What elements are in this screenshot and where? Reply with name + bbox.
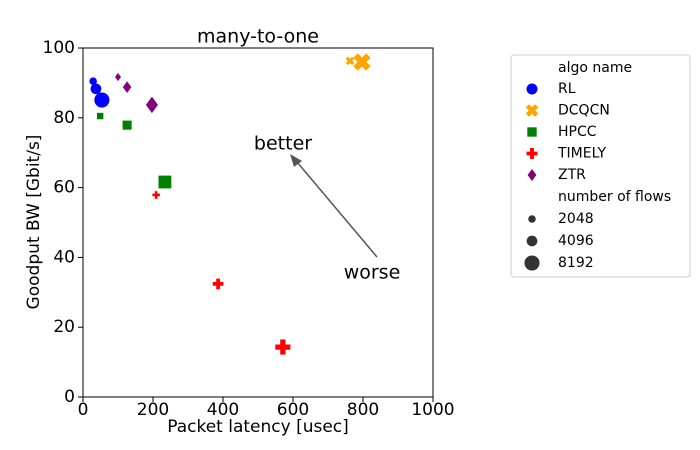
x-tick-label: 0 xyxy=(78,400,89,420)
point xyxy=(145,96,158,114)
annotation-arrow xyxy=(296,161,378,258)
legend-label: RL xyxy=(558,81,576,97)
legend-title: number of flows xyxy=(558,189,671,205)
point xyxy=(114,72,122,82)
legend-size-marker xyxy=(526,235,538,247)
point xyxy=(96,112,104,120)
legend-label: TIMELY xyxy=(557,146,607,162)
legend-title: algo name xyxy=(558,60,632,76)
y-tick-label: 100 xyxy=(43,38,75,58)
x-tick-label: 400 xyxy=(207,400,239,420)
annotation: better xyxy=(254,133,312,155)
y-tick-label: 60 xyxy=(53,178,75,198)
legend-marker xyxy=(525,104,539,117)
y-tick-label: 0 xyxy=(64,387,75,407)
point xyxy=(345,56,355,66)
point xyxy=(353,53,371,71)
chart-title: many-to-one xyxy=(197,26,319,48)
legend-marker xyxy=(527,127,537,137)
y-tick-label: 40 xyxy=(53,247,75,267)
annotation: worse xyxy=(344,262,401,284)
x-tick-label: 1000 xyxy=(411,400,454,420)
arrow-head xyxy=(290,154,302,167)
point xyxy=(152,191,160,199)
legend-label: DCQCN xyxy=(558,103,610,119)
legend-label: ZTR xyxy=(558,167,586,183)
legend-label: 8192 xyxy=(558,255,594,271)
plot-frame xyxy=(82,47,434,398)
x-tick-label: 200 xyxy=(137,400,169,420)
legend-size-marker xyxy=(528,215,536,223)
point xyxy=(122,120,132,130)
y-tick-label: 20 xyxy=(53,317,75,337)
point xyxy=(94,92,110,108)
y-tick-label: 80 xyxy=(53,108,75,128)
legend-marker xyxy=(527,168,537,182)
legend-label: HPCC xyxy=(558,124,597,140)
point xyxy=(158,175,172,189)
legend-marker xyxy=(526,148,538,159)
legend-size-marker xyxy=(524,255,540,271)
x-tick-label: 600 xyxy=(277,400,309,420)
point xyxy=(275,339,291,355)
point xyxy=(212,278,224,290)
x-axis-label: Packet latency [usec] xyxy=(167,417,349,437)
y-axis-label: Goodput BW [Gbit/s] xyxy=(24,135,44,310)
legend-label: 4096 xyxy=(558,233,594,249)
x-tick-label: 800 xyxy=(347,400,379,420)
legend-box xyxy=(510,54,691,278)
point xyxy=(90,83,102,95)
point xyxy=(89,77,97,85)
legend-label: 2048 xyxy=(558,211,594,227)
legend-marker xyxy=(526,83,538,95)
point xyxy=(122,81,132,93)
